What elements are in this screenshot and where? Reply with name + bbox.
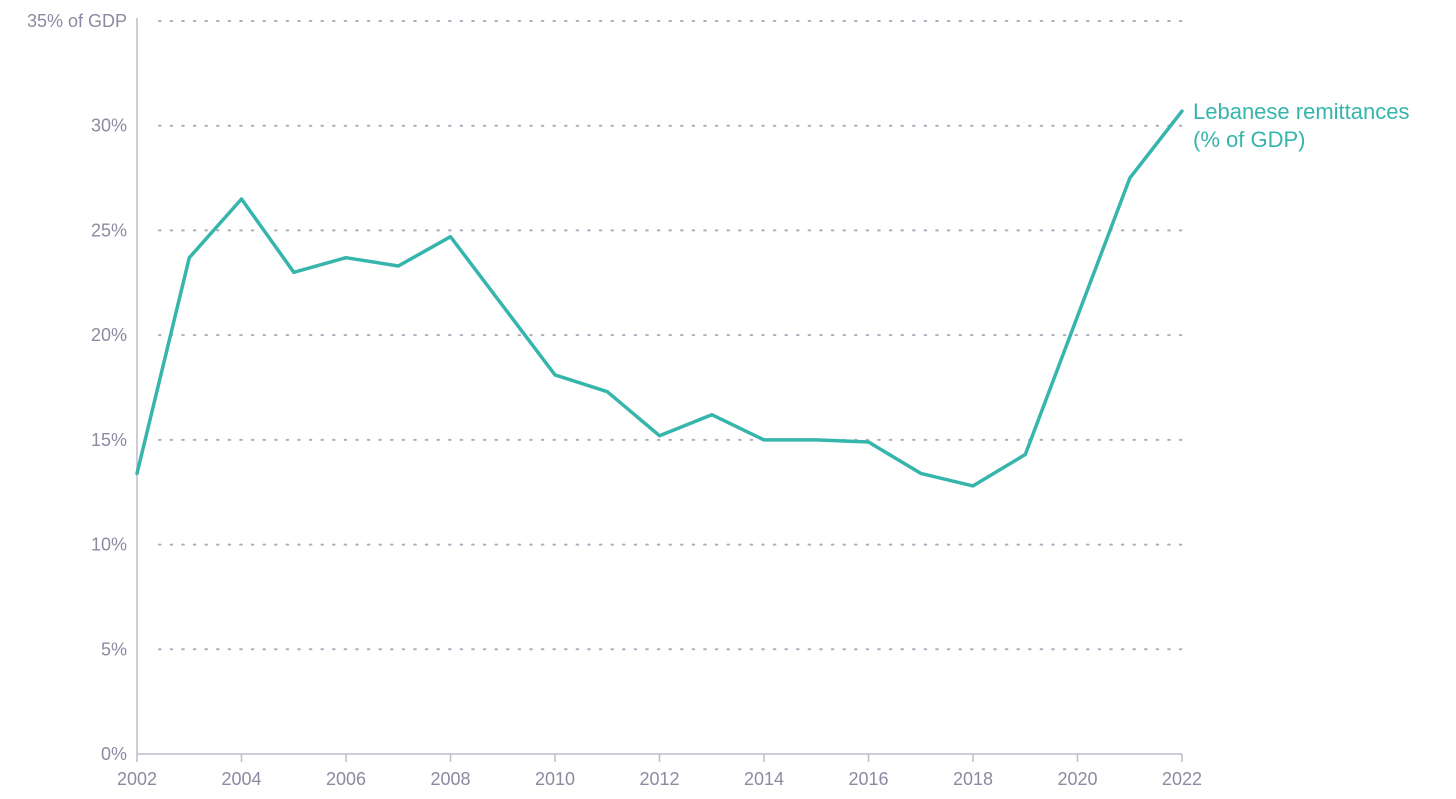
axes [136, 18, 1183, 762]
series-labels: Lebanese remittances (% of GDP) [1193, 99, 1409, 152]
series-label-remittances: Lebanese remittances (% of GDP) [1193, 99, 1409, 152]
x-axis-tick-labels: 2002 2004 2006 2008 2010 2012 2014 2016 2018 2020… [117, 769, 1202, 789]
y-tick-label: 30% [91, 116, 127, 136]
x-tick-label: 2010 [535, 769, 575, 789]
x-tick-label: 2012 [639, 769, 679, 789]
gridlines [158, 20, 1183, 651]
x-tick-label: 2020 [1057, 769, 1097, 789]
y-tick-label: 0% [101, 744, 127, 764]
x-tick-label: 2006 [326, 769, 366, 789]
y-tick-label: 35% of GDP [27, 11, 127, 31]
x-tick-label: 2016 [848, 769, 888, 789]
x-tick-label: 2002 [117, 769, 157, 789]
series-label-line: (% of GDP) [1193, 127, 1305, 152]
x-tick-label: 2014 [744, 769, 784, 789]
y-axis-tick-labels: 0% 5% 10% 15% 20% 25% 30% 35% of GDP [27, 11, 127, 764]
y-tick-label: 10% [91, 535, 127, 555]
y-tick-label: 15% [91, 430, 127, 450]
series-label-line: Lebanese remittances [1193, 99, 1409, 124]
x-tick-label: 2008 [430, 769, 470, 789]
x-tick-label: 2004 [221, 769, 261, 789]
y-tick-label: 20% [91, 325, 127, 345]
series-line-remittances [135, 109, 1184, 488]
series-layer [135, 109, 1184, 488]
y-tick-label: 25% [91, 220, 127, 240]
y-tick-label: 5% [101, 639, 127, 659]
x-tick-label: 2018 [953, 769, 993, 789]
x-tick-label: 2022 [1162, 769, 1202, 789]
